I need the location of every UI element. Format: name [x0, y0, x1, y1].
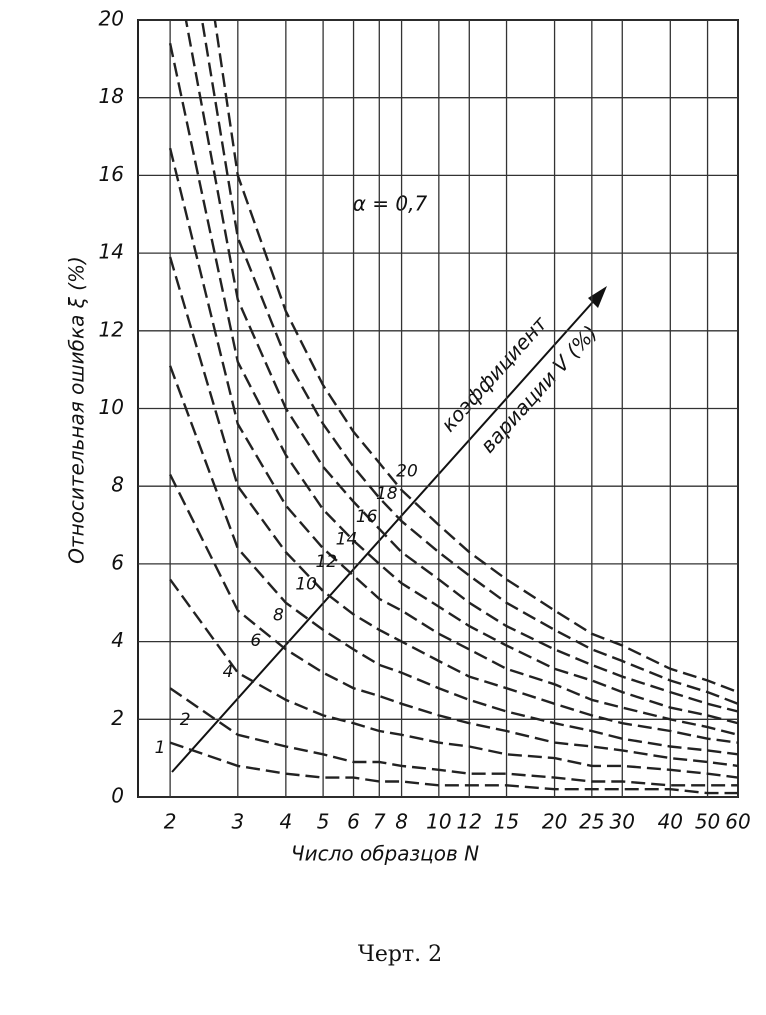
- curve-label: 12: [315, 552, 337, 572]
- y-axis-label: Относительная ошибка ξ (%): [65, 256, 89, 564]
- y-tick-label: 20: [99, 7, 124, 31]
- x-tick-label: 60: [725, 810, 750, 834]
- x-tick-label: 40: [658, 810, 683, 834]
- x-tick-label: 50: [695, 810, 720, 834]
- annotation: α = 0,7: [353, 192, 428, 216]
- curve: [168, 147, 738, 736]
- curve-label: 18: [376, 484, 398, 504]
- curve: [184, 20, 738, 713]
- x-tick-label: 12: [457, 810, 482, 834]
- curves: [168, 20, 738, 795]
- x-tick-label: 4: [279, 810, 292, 834]
- curve: [168, 365, 738, 756]
- chart-title: Черт. 2: [358, 942, 442, 967]
- curve: [169, 578, 738, 779]
- x-axis-label: Число образцов N: [291, 842, 479, 866]
- variation-arrow: [171, 293, 601, 773]
- y-tick-label: 18: [99, 84, 124, 108]
- curve-label: 2: [180, 710, 191, 730]
- y-tick-label: 0: [111, 784, 124, 808]
- y-tick-label: 2: [111, 706, 124, 730]
- curve-label: 1: [155, 738, 166, 758]
- y-tick-label: 8: [111, 473, 124, 497]
- curve-label: 6: [250, 631, 261, 651]
- x-tick-label: 8: [395, 810, 408, 834]
- curve-label: 10: [295, 574, 317, 594]
- curve: [168, 43, 738, 725]
- x-tick-label: 2: [164, 810, 177, 834]
- curve-label: 8: [273, 605, 284, 625]
- curve: [169, 687, 738, 787]
- arrow-label: коэффициент: [436, 311, 553, 437]
- x-tick-label: 15: [494, 810, 519, 834]
- y-tick-label: 14: [99, 240, 124, 264]
- curve: [169, 473, 738, 768]
- x-tick-label: 20: [542, 810, 567, 834]
- y-tick-label: 10: [99, 395, 124, 419]
- y-tick-label: 12: [99, 317, 124, 341]
- curve: [168, 256, 738, 744]
- y-tick-label: 16: [99, 162, 124, 186]
- curve-label: 16: [356, 507, 378, 527]
- x-tick-label: 3: [231, 810, 244, 834]
- x-tick-label: 5: [317, 810, 330, 834]
- arrow-head: [588, 286, 607, 308]
- curve-label: 4: [223, 662, 234, 682]
- x-tick-label: 30: [610, 810, 635, 834]
- curve-label: 20: [396, 462, 418, 482]
- curve: [200, 20, 738, 705]
- curve-label: 14: [336, 529, 358, 549]
- x-tick-label: 6: [347, 810, 360, 834]
- curve: [213, 20, 738, 694]
- curve: [169, 741, 738, 795]
- x-tick-label: 25: [579, 810, 604, 834]
- x-tick-label: 10: [426, 810, 451, 834]
- y-tick-label: 6: [111, 550, 124, 574]
- x-tick-label: 7: [373, 810, 386, 834]
- y-tick-label: 4: [111, 628, 124, 652]
